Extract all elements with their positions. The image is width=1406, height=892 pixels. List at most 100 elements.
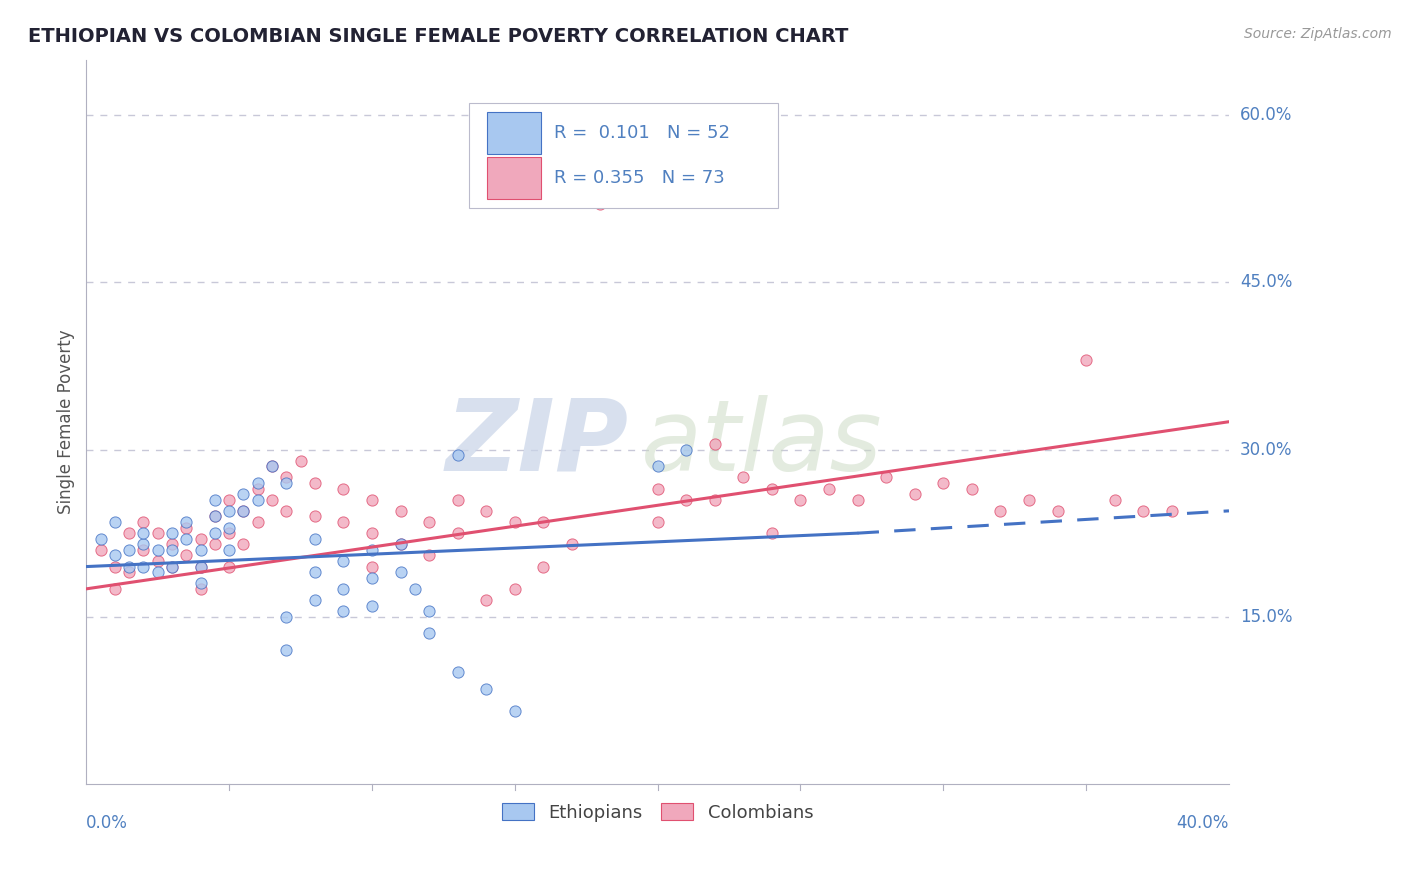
Point (160, 542, 183, 557)
Point (218, 504, 240, 518)
Point (418, 549, 440, 563)
Text: ZIP: ZIP (446, 395, 628, 492)
Point (361, 571, 384, 585)
Y-axis label: Single Female Poverty: Single Female Poverty (58, 329, 75, 514)
Point (132, 515, 155, 529)
Point (447, 665, 470, 680)
Point (1046, 504, 1069, 518)
Point (232, 504, 254, 518)
Point (561, 537, 583, 551)
Point (146, 565, 169, 579)
Point (104, 549, 127, 563)
Point (304, 532, 326, 546)
Legend: Ethiopians, Colombians: Ethiopians, Colombians (495, 796, 821, 830)
Point (332, 582, 354, 596)
Point (647, 515, 669, 529)
Text: R = 0.355   N = 73: R = 0.355 N = 73 (554, 169, 724, 187)
Point (104, 515, 127, 529)
Point (132, 542, 155, 557)
Point (90, 532, 112, 546)
Point (332, 554, 354, 568)
Point (389, 504, 412, 518)
Point (404, 582, 426, 596)
Point (204, 492, 226, 507)
Point (1160, 504, 1182, 518)
Text: 45.0%: 45.0% (1240, 274, 1292, 292)
Point (1132, 504, 1154, 518)
Point (160, 559, 183, 574)
Point (389, 565, 412, 579)
Point (418, 515, 440, 529)
Point (190, 576, 212, 591)
Point (332, 482, 354, 496)
Point (447, 526, 470, 541)
Point (260, 459, 283, 474)
Point (174, 549, 197, 563)
Point (146, 542, 169, 557)
Point (276, 643, 298, 657)
Point (290, 454, 312, 468)
Point (304, 593, 326, 607)
Point (190, 559, 212, 574)
FancyBboxPatch shape (488, 157, 541, 199)
Point (418, 626, 440, 640)
Point (475, 682, 498, 697)
Point (389, 537, 412, 551)
Point (204, 526, 226, 541)
Point (118, 559, 141, 574)
Point (361, 542, 384, 557)
Text: R =  0.101   N = 52: R = 0.101 N = 52 (554, 124, 730, 142)
Point (361, 492, 384, 507)
Point (260, 492, 283, 507)
Point (160, 559, 183, 574)
Point (218, 520, 240, 534)
Text: 30.0%: 30.0% (1240, 441, 1292, 458)
Point (204, 509, 226, 524)
Point (132, 559, 155, 574)
Point (818, 482, 841, 496)
Point (232, 504, 254, 518)
Point (304, 565, 326, 579)
Point (204, 537, 226, 551)
Point (418, 604, 440, 618)
Point (475, 504, 498, 518)
Point (990, 504, 1012, 518)
Point (90, 542, 112, 557)
Point (904, 487, 927, 501)
Point (447, 448, 470, 462)
Point (160, 537, 183, 551)
Point (1074, 353, 1097, 368)
Point (104, 559, 127, 574)
Point (190, 582, 212, 596)
Point (447, 492, 470, 507)
Point (232, 487, 254, 501)
Point (246, 482, 269, 496)
Text: atlas: atlas (641, 395, 882, 492)
Point (675, 492, 697, 507)
Point (190, 532, 212, 546)
Point (332, 604, 354, 618)
Point (304, 509, 326, 524)
Point (647, 459, 669, 474)
Point (332, 515, 354, 529)
Point (503, 705, 526, 719)
Point (647, 482, 669, 496)
Point (218, 559, 240, 574)
Point (174, 532, 197, 546)
Point (118, 542, 141, 557)
Point (875, 470, 897, 484)
Point (232, 537, 254, 551)
Point (104, 582, 127, 596)
Point (789, 492, 811, 507)
Point (204, 509, 226, 524)
Text: 15.0%: 15.0% (1240, 607, 1292, 625)
Point (276, 475, 298, 490)
Point (118, 565, 141, 579)
Point (531, 515, 554, 529)
Point (118, 526, 141, 541)
Point (503, 582, 526, 596)
Point (132, 537, 155, 551)
Point (361, 526, 384, 541)
Point (132, 526, 155, 541)
Point (703, 492, 725, 507)
